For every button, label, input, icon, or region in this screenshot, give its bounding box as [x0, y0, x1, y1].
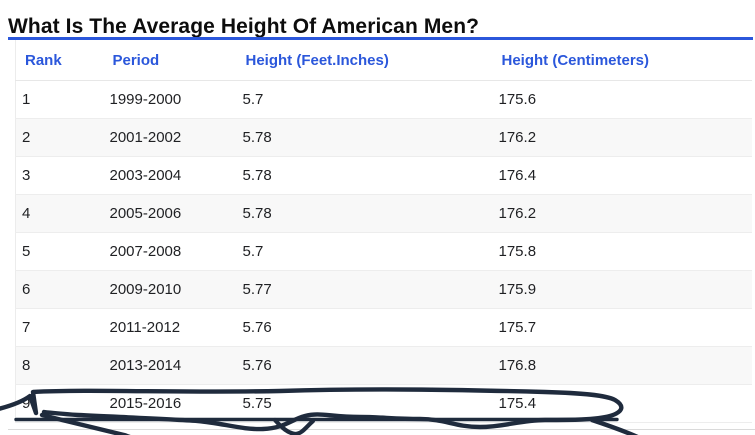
- table-cell: 175.4: [492, 384, 752, 423]
- height-table-container: Rank Period Height (Feet.Inches) Height (Ce…: [8, 37, 753, 423]
- table-cell: 175.7: [492, 308, 752, 347]
- table-row: 2 2001-2002 5.78 176.2: [15, 118, 752, 157]
- table-header: Rank Period Height (Feet.Inches) Height (Ce…: [15, 40, 752, 81]
- table-cell: 175.6: [492, 80, 752, 119]
- table-cell: 5.76: [236, 308, 493, 347]
- table-cell: 2005-2006: [103, 194, 237, 233]
- column-header: Period: [103, 40, 237, 81]
- table-cell: 5.75: [236, 384, 493, 423]
- table-cell: 5.7: [236, 80, 493, 119]
- column-header: Rank: [15, 40, 104, 81]
- table-row: 7 2011-2012 5.76 175.7: [15, 308, 752, 347]
- table-cell: 175.9: [492, 270, 752, 309]
- table-cell: 5.78: [236, 194, 493, 233]
- table-cell: 2015-2016: [103, 384, 237, 423]
- column-header: Height (Feet.Inches): [236, 40, 493, 81]
- table-row: 1 1999-2000 5.7 175.6: [15, 80, 752, 119]
- page-divider: [8, 429, 755, 430]
- table-cell: 176.2: [492, 194, 752, 233]
- table-row: 5 2007-2008 5.7 175.8: [15, 232, 752, 271]
- table-cell: 3: [15, 156, 104, 195]
- table-cell: 7: [15, 308, 104, 347]
- table-cell: 8: [15, 346, 104, 385]
- table-body: 1 1999-2000 5.7 175.6 2 2001-2002 5.78 176.2 3 20…: [15, 80, 752, 423]
- table-row: 9 2015-2016 5.75 175.4: [15, 384, 752, 423]
- table-row: 8 2013-2014 5.76 176.8: [15, 346, 752, 385]
- table-cell: 1: [15, 80, 104, 119]
- table-cell: 5.78: [236, 156, 493, 195]
- table-cell: 2001-2002: [103, 118, 237, 157]
- table-cell: 5: [15, 232, 104, 271]
- table-cell: 2003-2004: [103, 156, 237, 195]
- table-cell: 2013-2014: [103, 346, 237, 385]
- table-cell: 2: [15, 118, 104, 157]
- column-header: Height (Centimeters): [492, 40, 752, 81]
- table-cell: 5.7: [236, 232, 493, 271]
- table-cell: 175.8: [492, 232, 752, 271]
- table-cell: 1999-2000: [103, 80, 237, 119]
- table-cell: 2009-2010: [103, 270, 237, 309]
- table-cell: 2011-2012: [103, 308, 237, 347]
- table-cell: 2007-2008: [103, 232, 237, 271]
- page-title: What Is The Average Height Of American M…: [8, 15, 480, 39]
- table-cell: 4: [15, 194, 104, 233]
- table-cell: 9: [15, 384, 104, 423]
- table-row: 3 2003-2004 5.78 176.4: [15, 156, 752, 195]
- table-row: 4 2005-2006 5.78 176.2: [15, 194, 752, 233]
- table-cell: 5.77: [236, 270, 493, 309]
- table-cell: 6: [15, 270, 104, 309]
- table-cell: 176.2: [492, 118, 752, 157]
- table-cell: 176.8: [492, 346, 752, 385]
- table-cell: 5.76: [236, 346, 493, 385]
- header-row: Rank Period Height (Feet.Inches) Height (Ce…: [15, 40, 752, 81]
- height-table: Rank Period Height (Feet.Inches) Height (Ce…: [15, 40, 752, 423]
- table-cell: 176.4: [492, 156, 752, 195]
- table-row: 6 2009-2010 5.77 175.9: [15, 270, 752, 309]
- table-cell: 5.78: [236, 118, 493, 157]
